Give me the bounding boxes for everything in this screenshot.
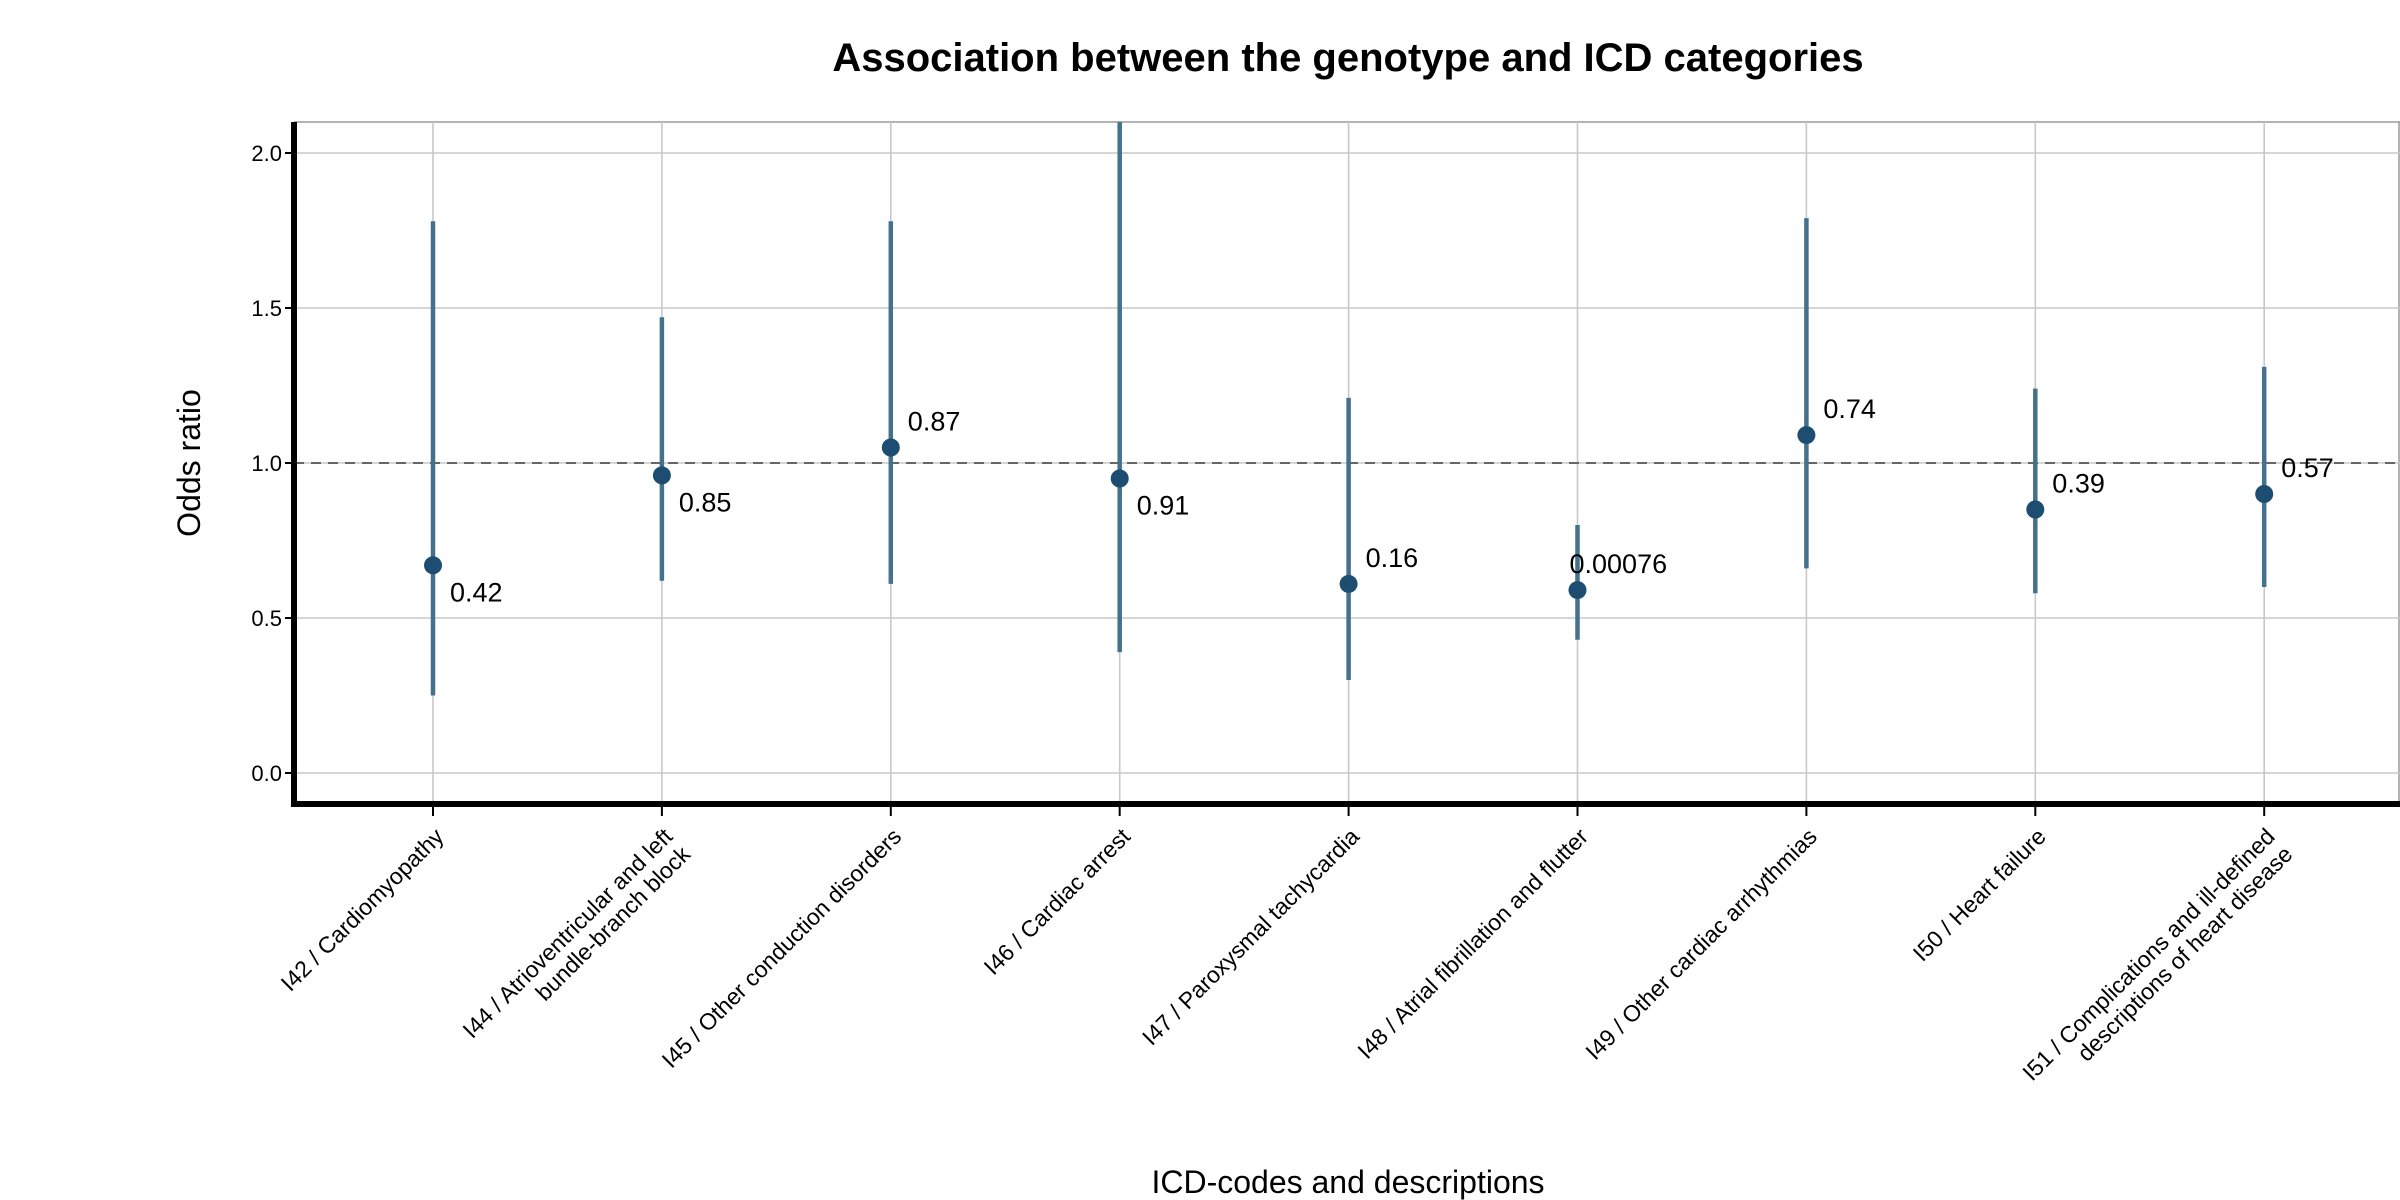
- p-value-label: 0.87: [908, 407, 961, 437]
- x-tick-label: I44 / Atrioventricular and leftbundle-br…: [457, 823, 695, 1061]
- category-i42: 0.42: [424, 221, 503, 696]
- y-tick-label: 0.0: [251, 761, 282, 786]
- data-marks: 0.42 0.85 0.87 0.91 0.16 0.00076 0.74 0.39 0.57: [424, 122, 2334, 696]
- x-tick-label: I50 / Heart failure: [1908, 823, 2051, 966]
- chart-title: Association between the genotype and ICD…: [832, 36, 1863, 80]
- x-tick-label-line: I45 / Other conduction disorders: [657, 823, 907, 1073]
- category-i48: 0.00076: [1568, 525, 1668, 640]
- x-tick-label: I49 / Other cardiac arrhythmias: [1580, 823, 1822, 1065]
- category-i50: 0.39: [2026, 388, 2105, 594]
- x-tick-label-line: I44 / Atrioventricular and left: [457, 823, 677, 1043]
- y-tick-label: 1.5: [251, 296, 282, 321]
- x-tick-label-line: I51 / Complications and ill-defined: [2017, 823, 2279, 1085]
- x-tick-label-line: I48 / Atrial fibrillation and flutter: [1352, 823, 1593, 1064]
- p-value-label: 0.39: [2052, 469, 2105, 499]
- x-tick-label-line: I42 / Cardiomyopathy: [276, 823, 449, 996]
- y-axis-title: Odds ratio: [171, 389, 207, 537]
- category-i49: 0.74: [1797, 218, 1876, 569]
- odds-ratio-point: [2026, 500, 2045, 519]
- x-tick-label: I46 / Cardiac arrest: [979, 823, 1136, 980]
- x-tick-label-line: I49 / Other cardiac arrhythmias: [1580, 823, 1822, 1065]
- x-axis-title: ICD-codes and descriptions: [1151, 1164, 1544, 1200]
- p-value-label: 0.57: [2281, 453, 2334, 483]
- x-tick-label: I51 / Complications and ill-defineddescr…: [2017, 823, 2297, 1103]
- odds-ratio-point: [2255, 485, 2274, 503]
- category-i47: 0.16: [1339, 397, 1419, 680]
- odds-ratio-point: [1110, 469, 1129, 488]
- y-tick-label: 0.5: [251, 606, 282, 631]
- x-tick-label: I47 / Paroxysmal tachycardia: [1137, 823, 1364, 1050]
- odds-ratio-point: [1797, 426, 1816, 445]
- category-i51: 0.57: [2255, 366, 2334, 587]
- x-tick-label: I45 / Other conduction disorders: [657, 823, 907, 1073]
- x-tick-label: I48 / Atrial fibrillation and flutter: [1352, 823, 1593, 1064]
- p-value-label: 0.85: [679, 487, 732, 517]
- x-tick-label: I42 / Cardiomyopathy: [276, 823, 449, 996]
- category-i44: 0.85: [652, 317, 732, 581]
- odds-ratio-point: [881, 438, 900, 457]
- y-tick-label: 2.0: [251, 141, 282, 166]
- category-i45: 0.87: [881, 221, 961, 584]
- x-tick-label-line: I46 / Cardiac arrest: [979, 823, 1136, 980]
- category-i46: 0.91: [1110, 122, 1190, 653]
- p-value-label: 0.00076: [1570, 549, 1668, 579]
- x-tick-label-line: bundle-branch block: [530, 840, 695, 1005]
- odds-ratio-point: [1568, 581, 1587, 600]
- x-tick-label-line: I47 / Paroxysmal tachycardia: [1137, 823, 1364, 1050]
- p-value-label: 0.91: [1137, 491, 1190, 521]
- x-tick-label-line: descriptions of heart disease: [2072, 841, 2297, 1066]
- odds-ratio-point: [1339, 574, 1358, 593]
- p-value-label: 0.42: [450, 577, 503, 607]
- x-tick-label-line: I50 / Heart failure: [1908, 823, 2051, 966]
- y-tick-label: 1.0: [251, 451, 282, 476]
- axes: [285, 122, 2400, 816]
- p-value-label: 0.74: [1823, 394, 1876, 424]
- p-value-label: 0.16: [1366, 543, 1419, 573]
- y-tick-labels: 0.0 0.5 1.0 1.5 2.0: [251, 141, 282, 786]
- odds-ratio-point: [652, 466, 671, 485]
- odds-ratio-point: [424, 556, 442, 575]
- x-tick-labels: I42 / Cardiomyopathy I44 / Atrioventricul…: [276, 823, 2298, 1103]
